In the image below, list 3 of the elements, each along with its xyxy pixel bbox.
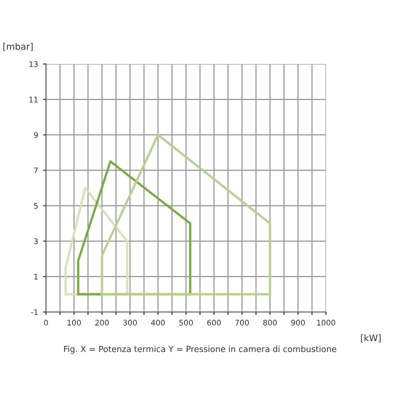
- y-axis-title: [mbar]: [3, 42, 33, 51]
- text: Fig. X = Potenza termica Y = Pressione in camera di combustione: [64, 346, 336, 354]
- x-axis-title: [kW]: [360, 334, 381, 342]
